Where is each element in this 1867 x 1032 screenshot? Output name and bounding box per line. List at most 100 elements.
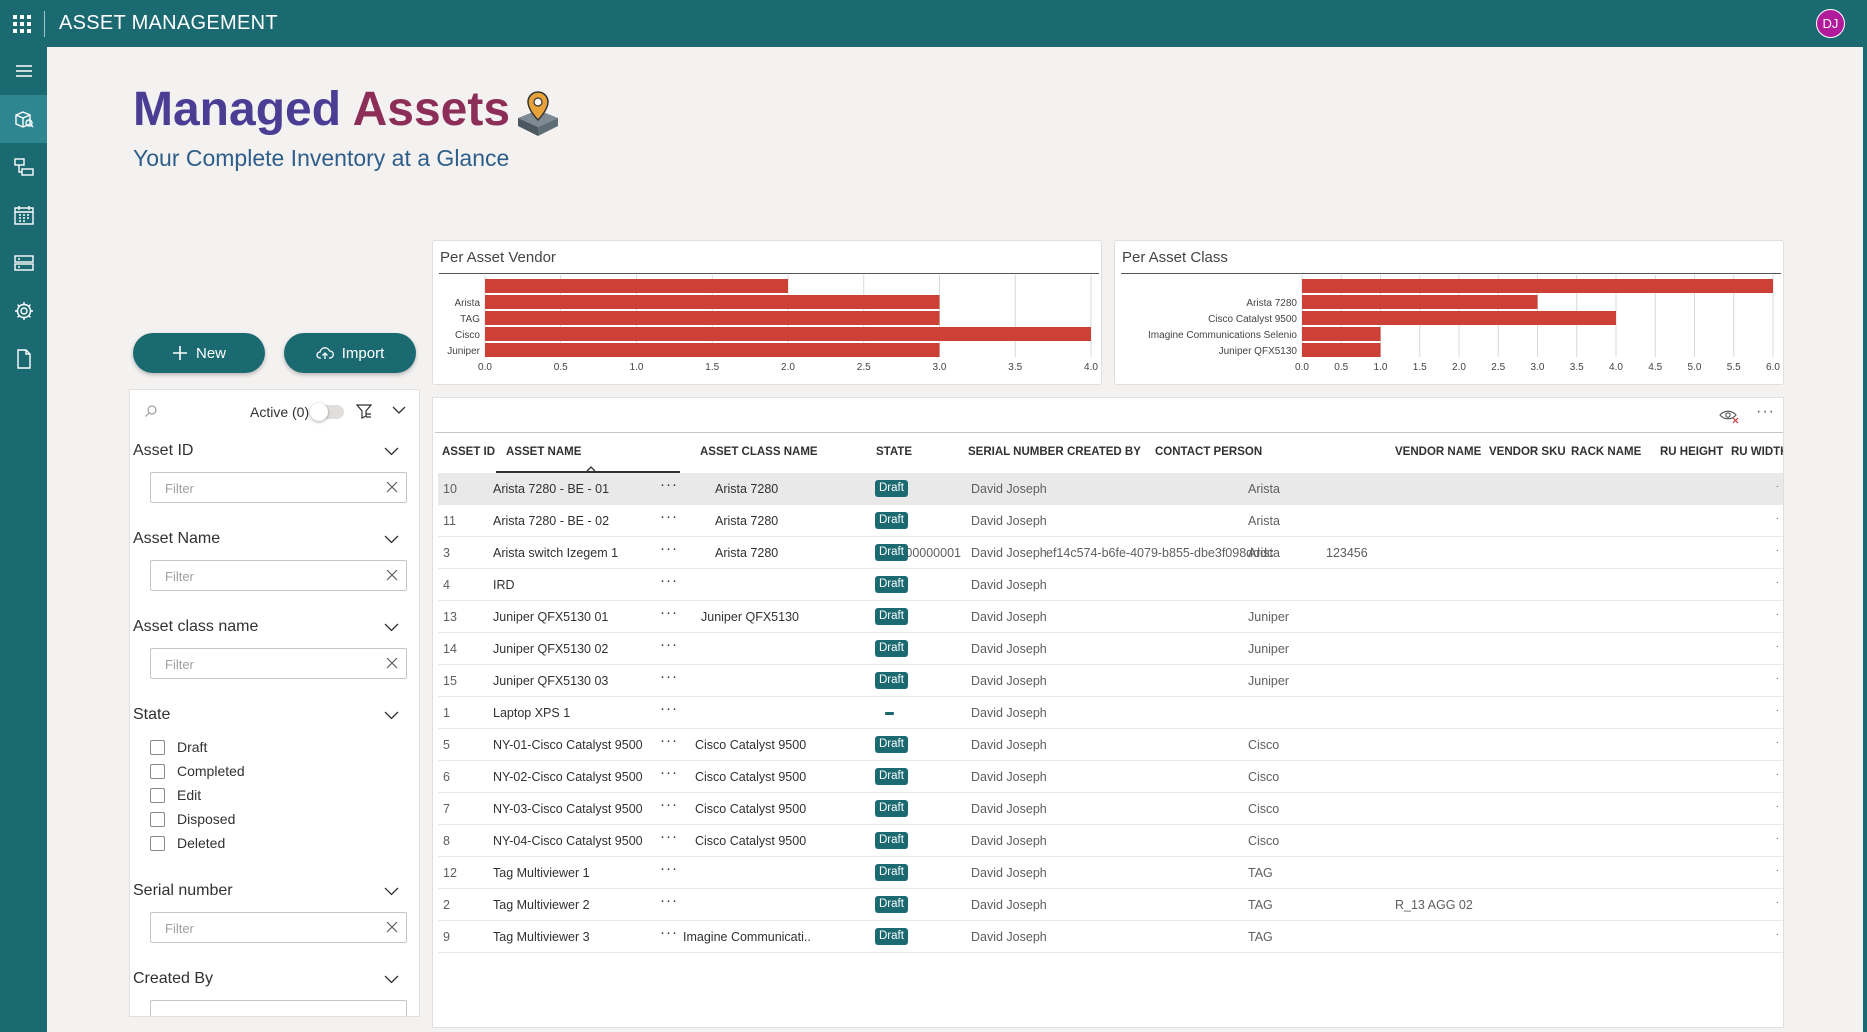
table-row[interactable]: 10 Arista 7280 - BE - 01 Arista 7280 David … bbox=[438, 473, 1783, 505]
table-row[interactable]: 7 NY-03-Cisco Catalyst 9500 Cisco Catalyst… bbox=[438, 793, 1783, 825]
status-badge: Draft bbox=[875, 576, 908, 593]
import-button[interactable]: Import bbox=[284, 333, 416, 373]
column-header[interactable]: STATE bbox=[876, 446, 912, 458]
table-row[interactable]: 5 NY-01-Cisco Catalyst 9500 Cisco Catalyst… bbox=[438, 729, 1783, 761]
clear-icon[interactable] bbox=[386, 657, 398, 669]
nav-hierarchy[interactable] bbox=[0, 143, 47, 191]
table-row[interactable]: 6 NY-02-Cisco Catalyst 9500 Cisco Catalyst… bbox=[438, 761, 1783, 793]
table-row[interactable]: 9 Tag Multiviewer 3 Imagine Communicati...… bbox=[438, 921, 1783, 953]
asset-id-filter-label: Asset ID bbox=[133, 442, 194, 459]
row-more-icon[interactable]: ··· bbox=[660, 572, 678, 589]
column-header[interactable]: CONTACT PERSON bbox=[1155, 446, 1263, 458]
row-more-icon[interactable]: ··· bbox=[660, 860, 678, 877]
checkbox[interactable] bbox=[150, 787, 165, 803]
bar bbox=[1302, 279, 1773, 293]
table-row[interactable]: 2 Tag Multiviewer 2 David Joseph TAG R_13 AG… bbox=[438, 889, 1783, 921]
column-header[interactable]: CREATED BY bbox=[1067, 446, 1141, 458]
status-badge: Draft bbox=[875, 800, 908, 817]
nav-document[interactable] bbox=[0, 335, 47, 383]
checkbox[interactable] bbox=[150, 811, 165, 827]
row-more-icon[interactable]: ··· bbox=[660, 604, 678, 621]
asset-name-input[interactable]: Filter bbox=[150, 560, 407, 591]
active-toggle[interactable] bbox=[310, 403, 344, 421]
status-badge: Draft bbox=[875, 640, 908, 657]
column-header[interactable]: SERIAL NUMBER bbox=[968, 446, 1064, 458]
nav-rack[interactable] bbox=[0, 239, 47, 287]
state-option-disposed[interactable]: Disposed bbox=[150, 811, 235, 827]
hidden-columns-icon[interactable] bbox=[1719, 408, 1741, 424]
more-options-icon[interactable]: ··· bbox=[1756, 403, 1775, 420]
table-row[interactable]: 4 IRD David Joseph ··· Draft · bbox=[438, 569, 1783, 601]
clear-icon[interactable] bbox=[386, 481, 398, 493]
table-row[interactable]: 13 Juniper QFX5130 01 Juniper QFX5130 David… bbox=[438, 601, 1783, 633]
table-row[interactable]: 15 Juniper QFX5130 03 David Joseph Juniper ·… bbox=[438, 665, 1783, 697]
search-icon[interactable] bbox=[144, 404, 158, 418]
row-more-icon[interactable]: ··· bbox=[660, 732, 678, 749]
nav-settings[interactable] bbox=[0, 287, 47, 335]
row-more-icon[interactable]: ··· bbox=[660, 828, 678, 845]
column-header[interactable]: RU HEIGHT bbox=[1660, 446, 1724, 458]
row-more-icon[interactable]: ··· bbox=[660, 668, 678, 685]
table-row[interactable]: 3 Arista switch Izegem 1 Arista 7280 SN0000… bbox=[438, 537, 1783, 569]
vendor-chart-card: Per Asset Vendor 0.0 0.5 1.0 1.5 2.0 2.5 3.0 3.… bbox=[432, 240, 1102, 385]
status-badge: Draft bbox=[875, 480, 908, 497]
column-header[interactable]: RACK NAME bbox=[1571, 446, 1642, 458]
user-avatar[interactable]: DJ bbox=[1816, 9, 1845, 38]
chevron-down-icon[interactable] bbox=[384, 535, 399, 544]
serial-number-input[interactable]: Filter bbox=[150, 912, 407, 943]
filter-icon[interactable] bbox=[356, 403, 372, 419]
clear-icon[interactable] bbox=[386, 921, 398, 933]
column-header[interactable]: ASSET CLASS NAME bbox=[700, 446, 818, 458]
row-more-icon[interactable]: ··· bbox=[660, 540, 678, 557]
x-tick-label: 2.5 bbox=[857, 362, 871, 373]
row-more-icon[interactable]: ··· bbox=[660, 636, 678, 653]
new-button[interactable]: New bbox=[133, 333, 265, 373]
nav-assets[interactable] bbox=[0, 95, 47, 143]
table-row[interactable]: 8 NY-04-Cisco Catalyst 9500 Cisco Catalyst… bbox=[438, 825, 1783, 857]
cell-name: Juniper QFX5130 02 bbox=[493, 642, 609, 656]
checkbox[interactable] bbox=[150, 739, 165, 755]
table-row[interactable]: 1 Laptop XPS 1 David Joseph ··· · bbox=[438, 697, 1783, 729]
bar bbox=[485, 295, 940, 309]
state-option-label: Deleted bbox=[177, 835, 226, 851]
clear-icon[interactable] bbox=[386, 569, 398, 581]
state-option-draft[interactable]: Draft bbox=[150, 739, 207, 755]
cell-created-by: David Joseph bbox=[971, 674, 1047, 688]
app-launcher-button[interactable] bbox=[0, 0, 44, 47]
row-more-icon[interactable]: ··· bbox=[660, 796, 678, 813]
row-more-icon[interactable]: ··· bbox=[660, 700, 678, 717]
created-by-input[interactable] bbox=[150, 1000, 407, 1016]
column-header[interactable]: RU WIDTH bbox=[1731, 446, 1784, 458]
page-title-part1: Managed bbox=[133, 83, 342, 136]
chevron-down-icon[interactable] bbox=[384, 975, 399, 984]
chevron-down-icon[interactable] bbox=[384, 711, 399, 720]
state-option-edit[interactable]: Edit bbox=[150, 787, 201, 803]
chevron-down-icon[interactable] bbox=[392, 406, 406, 415]
column-header[interactable]: ASSET ID bbox=[442, 446, 496, 458]
asset-id-input[interactable]: Filter bbox=[150, 472, 407, 503]
table-row[interactable]: 14 Juniper QFX5130 02 David Joseph Juniper ·… bbox=[438, 633, 1783, 665]
state-option-completed[interactable]: Completed bbox=[150, 763, 245, 779]
row-more-icon[interactable]: ··· bbox=[660, 508, 678, 525]
menu-button[interactable] bbox=[0, 47, 47, 95]
chevron-down-icon[interactable] bbox=[384, 447, 399, 456]
chevron-down-icon[interactable] bbox=[384, 887, 399, 896]
asset-class-input[interactable]: Filter bbox=[150, 648, 407, 679]
table-row[interactable]: 11 Arista 7280 - BE - 02 Arista 7280 David … bbox=[438, 505, 1783, 537]
state-option-deleted[interactable]: Deleted bbox=[150, 835, 225, 851]
column-header[interactable]: VENDOR SKU bbox=[1489, 446, 1566, 458]
cell-id: 10 bbox=[443, 482, 457, 496]
row-more-icon[interactable]: ··· bbox=[660, 476, 678, 493]
column-header[interactable]: ASSET NAME bbox=[506, 446, 582, 458]
checkbox[interactable] bbox=[150, 763, 165, 779]
chevron-down-icon[interactable] bbox=[384, 623, 399, 632]
table-row[interactable]: 12 Tag Multiviewer 1 David Joseph TAG ··· Dra… bbox=[438, 857, 1783, 889]
nav-calendar[interactable] bbox=[0, 191, 47, 239]
cell-id: 14 bbox=[443, 642, 457, 656]
column-header[interactable]: VENDOR NAME bbox=[1395, 446, 1482, 458]
checkbox[interactable] bbox=[150, 835, 165, 851]
row-more-icon[interactable]: ··· bbox=[660, 764, 678, 781]
row-edge-marker: · bbox=[1775, 897, 1779, 908]
row-more-icon[interactable]: ··· bbox=[660, 892, 678, 909]
row-more-icon[interactable]: ··· bbox=[660, 924, 678, 941]
